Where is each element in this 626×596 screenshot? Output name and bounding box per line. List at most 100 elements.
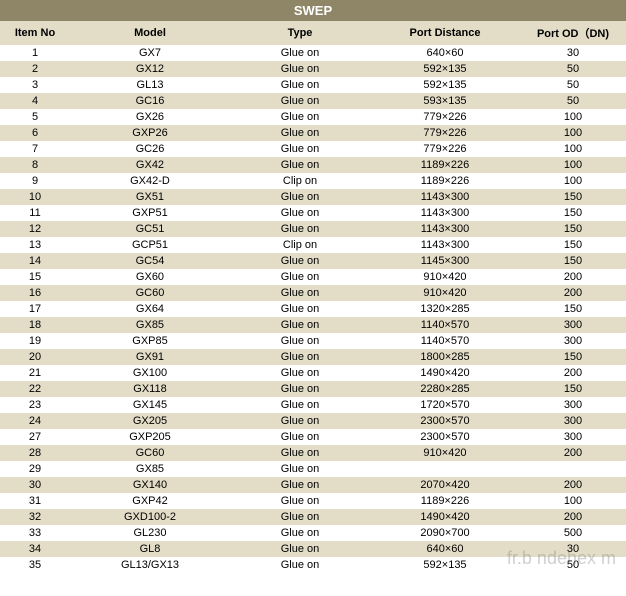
table-row: 3GL13Glue on592×13550 bbox=[0, 77, 626, 93]
header-row: Item No Model Type Port Distance Port OD… bbox=[0, 21, 626, 45]
cell-od: 150 bbox=[520, 189, 626, 205]
cell-port: 1800×285 bbox=[370, 349, 520, 365]
cell-port: 640×60 bbox=[370, 45, 520, 61]
cell-od: 300 bbox=[520, 397, 626, 413]
cell-type: Glue on bbox=[230, 493, 370, 509]
cell-item: 23 bbox=[0, 397, 70, 413]
cell-od: 100 bbox=[520, 157, 626, 173]
cell-type: Clip on bbox=[230, 237, 370, 253]
cell-port: 1145×300 bbox=[370, 253, 520, 269]
cell-item: 21 bbox=[0, 365, 70, 381]
table-row: 20GX91Glue on1800×285150 bbox=[0, 349, 626, 365]
table-row: 34GL8Glue on640×6030 bbox=[0, 541, 626, 557]
cell-od: 100 bbox=[520, 125, 626, 141]
cell-od: 200 bbox=[520, 269, 626, 285]
table-row: 2GX12Glue on592×13550 bbox=[0, 61, 626, 77]
cell-model: GX100 bbox=[70, 365, 230, 381]
table-row: 1GX7Glue on640×6030 bbox=[0, 45, 626, 61]
table-row: 19GXP85Glue on1140×570300 bbox=[0, 333, 626, 349]
table-row: 30GX140Glue on2070×420200 bbox=[0, 477, 626, 493]
cell-type: Glue on bbox=[230, 477, 370, 493]
cell-port: 593×135 bbox=[370, 93, 520, 109]
cell-model: GX64 bbox=[70, 301, 230, 317]
cell-port: 1140×570 bbox=[370, 333, 520, 349]
table-row: 32GXD100-2Glue on1490×420200 bbox=[0, 509, 626, 525]
cell-model: GX85 bbox=[70, 461, 230, 477]
table-row: 29GX85Glue on bbox=[0, 461, 626, 477]
data-table: Item No Model Type Port Distance Port OD… bbox=[0, 21, 626, 573]
cell-type: Glue on bbox=[230, 349, 370, 365]
cell-type: Glue on bbox=[230, 461, 370, 477]
cell-model: GX85 bbox=[70, 317, 230, 333]
cell-type: Glue on bbox=[230, 429, 370, 445]
cell-port: 592×135 bbox=[370, 557, 520, 573]
cell-item: 17 bbox=[0, 301, 70, 317]
cell-od: 200 bbox=[520, 477, 626, 493]
cell-port: 1143×300 bbox=[370, 205, 520, 221]
cell-port: 2300×570 bbox=[370, 429, 520, 445]
table-row: 16GC60Glue on910×420200 bbox=[0, 285, 626, 301]
cell-item: 16 bbox=[0, 285, 70, 301]
cell-model: GXP26 bbox=[70, 125, 230, 141]
table-row: 35GL13/GX13Glue on592×13550 bbox=[0, 557, 626, 573]
cell-item: 7 bbox=[0, 141, 70, 157]
cell-model: GX118 bbox=[70, 381, 230, 397]
cell-item: 30 bbox=[0, 477, 70, 493]
cell-model: GC54 bbox=[70, 253, 230, 269]
cell-od: 50 bbox=[520, 93, 626, 109]
table-row: 13GCP51Clip on1143×300150 bbox=[0, 237, 626, 253]
cell-model: GX60 bbox=[70, 269, 230, 285]
cell-item: 34 bbox=[0, 541, 70, 557]
cell-od: 200 bbox=[520, 509, 626, 525]
table-row: 18GX85Glue on1140×570300 bbox=[0, 317, 626, 333]
cell-model: GC51 bbox=[70, 221, 230, 237]
cell-type: Glue on bbox=[230, 557, 370, 573]
cell-item: 2 bbox=[0, 61, 70, 77]
cell-item: 28 bbox=[0, 445, 70, 461]
cell-port: 1189×226 bbox=[370, 173, 520, 189]
cell-item: 24 bbox=[0, 413, 70, 429]
col-header-item: Item No bbox=[0, 21, 70, 45]
table-row: 12GC51Glue on1143×300150 bbox=[0, 221, 626, 237]
cell-item: 11 bbox=[0, 205, 70, 221]
cell-model: GX91 bbox=[70, 349, 230, 365]
table-row: 27GXP205Glue on2300×570300 bbox=[0, 429, 626, 445]
cell-type: Glue on bbox=[230, 61, 370, 77]
cell-type: Glue on bbox=[230, 525, 370, 541]
cell-od: 100 bbox=[520, 173, 626, 189]
cell-model: GL13/GX13 bbox=[70, 557, 230, 573]
cell-model: GXP42 bbox=[70, 493, 230, 509]
cell-port bbox=[370, 461, 520, 477]
table-row: 11GXP51Glue on1143×300150 bbox=[0, 205, 626, 221]
cell-model: GL230 bbox=[70, 525, 230, 541]
col-header-od: Port OD（DN) bbox=[520, 21, 626, 45]
cell-model: GX51 bbox=[70, 189, 230, 205]
cell-model: GX7 bbox=[70, 45, 230, 61]
table-row: 31GXP42Glue on1189×226100 bbox=[0, 493, 626, 509]
cell-port: 2070×420 bbox=[370, 477, 520, 493]
cell-model: GX12 bbox=[70, 61, 230, 77]
cell-type: Glue on bbox=[230, 109, 370, 125]
table-row: 17GX64Glue on1320×285150 bbox=[0, 301, 626, 317]
cell-od: 50 bbox=[520, 77, 626, 93]
cell-model: GC60 bbox=[70, 285, 230, 301]
cell-type: Glue on bbox=[230, 413, 370, 429]
cell-type: Glue on bbox=[230, 157, 370, 173]
cell-item: 14 bbox=[0, 253, 70, 269]
cell-model: GX140 bbox=[70, 477, 230, 493]
cell-port: 779×226 bbox=[370, 109, 520, 125]
table-row: 8GX42Glue on1189×226100 bbox=[0, 157, 626, 173]
cell-od: 50 bbox=[520, 61, 626, 77]
cell-item: 3 bbox=[0, 77, 70, 93]
cell-od: 150 bbox=[520, 253, 626, 269]
cell-item: 4 bbox=[0, 93, 70, 109]
cell-port: 2300×570 bbox=[370, 413, 520, 429]
cell-type: Glue on bbox=[230, 221, 370, 237]
cell-item: 20 bbox=[0, 349, 70, 365]
cell-item: 13 bbox=[0, 237, 70, 253]
cell-model: GXP85 bbox=[70, 333, 230, 349]
cell-model: GXP51 bbox=[70, 205, 230, 221]
cell-port: 1490×420 bbox=[370, 365, 520, 381]
table-row: 5GX26Glue on779×226100 bbox=[0, 109, 626, 125]
cell-type: Glue on bbox=[230, 365, 370, 381]
